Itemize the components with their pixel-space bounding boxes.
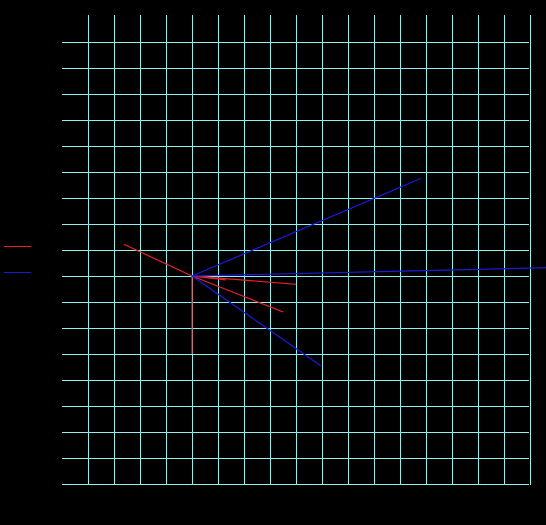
- series-b-ray-3: [191, 275, 322, 367]
- series-a-ray-1: [123, 243, 193, 277]
- legend: [4, 246, 31, 273]
- series-b-ray-1: [191, 177, 422, 277]
- series-b-ray-2: [191, 267, 546, 277]
- series-b-rays: [191, 177, 546, 367]
- series-a-ray-3: [191, 275, 297, 285]
- series-a-rays: [123, 243, 297, 354]
- grid-lines: [62, 15, 531, 485]
- series-a-ray-4: [191, 275, 284, 313]
